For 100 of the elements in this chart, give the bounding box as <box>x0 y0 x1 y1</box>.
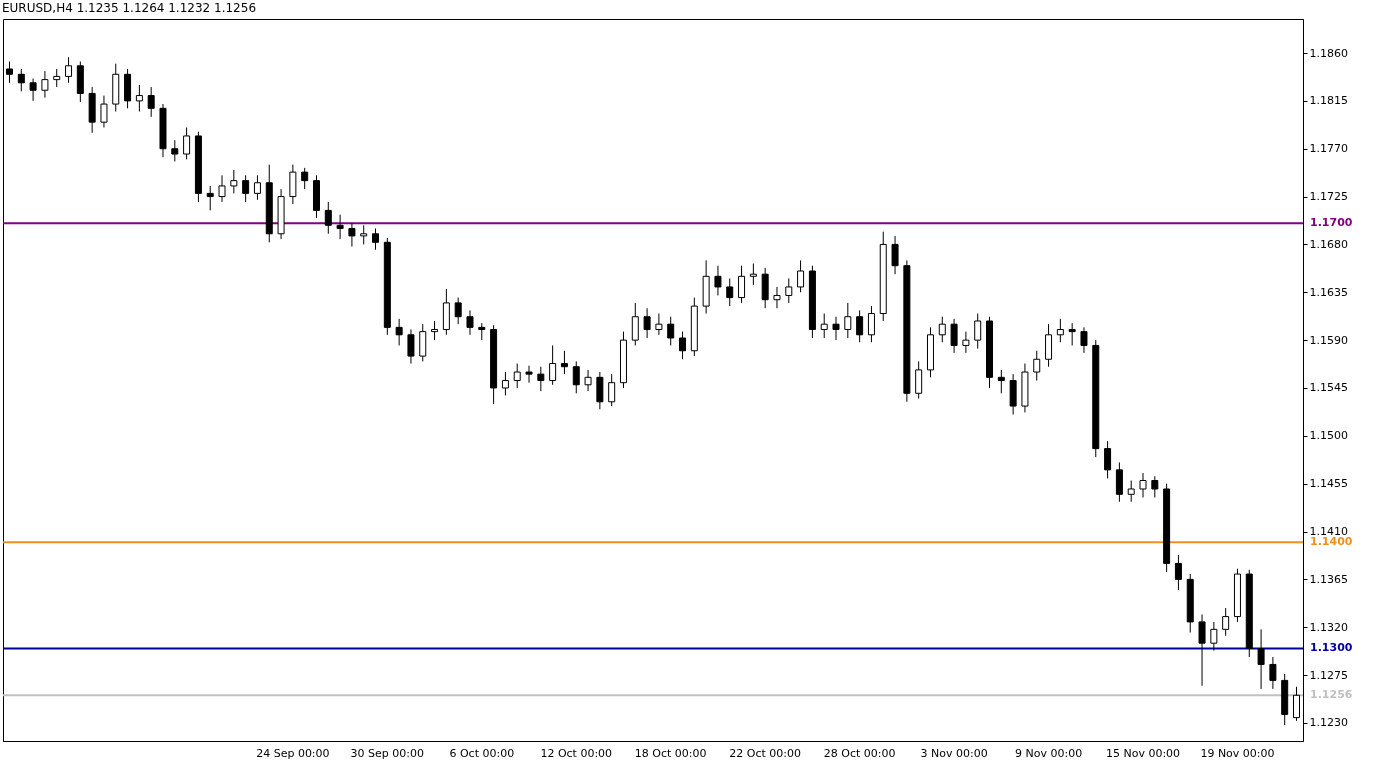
x-tick-label: 18 Oct 00:00 <box>634 746 707 760</box>
candlestick <box>608 373 616 407</box>
candlestick <box>785 277 793 304</box>
candlestick <box>147 86 155 118</box>
candlestick <box>242 174 250 203</box>
candlestick <box>844 302 852 339</box>
candlestick <box>513 363 521 389</box>
x-tick-label: 24 Sep 00:00 <box>256 746 330 760</box>
x-tick-label: 6 Oct 00:00 <box>449 746 515 760</box>
candlestick <box>856 309 864 343</box>
candlestick <box>726 277 734 307</box>
y-tick-label: 1.1545 <box>1309 381 1348 395</box>
y-tick-label: 1.1815 <box>1309 94 1348 108</box>
x-tick-label: 30 Sep 00:00 <box>350 746 425 760</box>
candlestick <box>867 305 875 343</box>
x-tick-label: 9 Nov 00:00 <box>1014 746 1083 760</box>
x-tick-label: 15 Nov 00:00 <box>1105 746 1181 760</box>
ref-line-label: 1.1300 <box>1310 641 1353 655</box>
candlestick <box>1269 656 1277 690</box>
candlestick <box>997 369 1005 394</box>
x-tick-label: 12 Oct 00:00 <box>540 746 613 760</box>
candlestick <box>41 70 49 99</box>
candlestick <box>431 320 439 341</box>
y-tick-label: 1.1365 <box>1309 572 1348 586</box>
candlestick <box>714 265 722 296</box>
candlestick <box>183 126 191 160</box>
candlestick <box>53 68 61 88</box>
candlestick <box>65 56 73 84</box>
candlestick <box>773 286 781 309</box>
candlestick <box>454 297 462 325</box>
candlestick <box>395 318 403 346</box>
candlestick <box>549 344 557 386</box>
candlestick <box>738 265 746 304</box>
candlestick <box>206 185 214 211</box>
candlestick <box>1198 613 1206 687</box>
candlestick <box>1104 440 1112 479</box>
candlestick <box>407 328 415 365</box>
candlestick <box>466 309 474 336</box>
candlestick <box>336 214 344 240</box>
y-tick-label: 1.1725 <box>1309 190 1348 204</box>
y-tick-label: 1.1770 <box>1309 142 1348 156</box>
candlestick <box>974 313 982 350</box>
candlestick <box>667 316 675 346</box>
candlestick <box>1210 621 1218 652</box>
candlestick <box>1174 554 1182 591</box>
candlestick <box>1222 607 1230 637</box>
candlestick <box>218 174 226 203</box>
candlestick <box>501 371 509 396</box>
candlestick <box>1068 322 1076 346</box>
candlestick <box>5 61 13 84</box>
candlestick <box>749 263 757 286</box>
candlestick <box>938 316 946 343</box>
candlestick <box>1257 628 1265 690</box>
candlestick <box>100 95 108 128</box>
y-tick-label: 1.1230 <box>1309 716 1348 730</box>
candlestick <box>891 235 899 275</box>
y-tick-label: 1.1680 <box>1309 237 1348 251</box>
candlestick <box>584 369 592 392</box>
candlestick <box>1033 350 1041 382</box>
candlestick <box>950 318 958 354</box>
candlestick <box>253 174 261 201</box>
candlestick <box>17 68 25 92</box>
candlestick <box>655 313 663 336</box>
candlestick <box>631 302 639 346</box>
candlestick <box>1293 686 1301 722</box>
candlestick <box>301 167 309 190</box>
ref-line-label: 1.1400 <box>1310 535 1353 549</box>
ref-line-label: 1.1700 <box>1310 216 1353 230</box>
x-tick-label: 28 Oct 00:00 <box>823 746 896 760</box>
y-tick-label: 1.1500 <box>1309 429 1348 443</box>
candlestick <box>1151 475 1159 498</box>
candlestick <box>1056 318 1064 343</box>
y-tick-label: 1.1320 <box>1309 620 1348 634</box>
candlestick <box>820 313 828 339</box>
candlestick <box>1080 326 1088 354</box>
y-tick-label: 1.1275 <box>1309 668 1348 682</box>
x-tick-label: 22 Oct 00:00 <box>729 746 802 760</box>
candlestick <box>797 259 805 293</box>
candlestick <box>372 227 380 251</box>
candlestick <box>135 84 143 113</box>
candlestick <box>1139 472 1147 498</box>
x-tick-label: 3 Nov 00:00 <box>920 746 988 760</box>
chart-title: EURUSD,H4 1.1235 1.1264 1.1232 1.1256 <box>2 1 257 15</box>
candlestick <box>915 360 923 400</box>
candlestick <box>1127 479 1135 503</box>
candlestick <box>324 201 332 235</box>
candlestick <box>29 78 37 102</box>
candlestick <box>348 222 356 248</box>
ref-line-label: 1.1256 <box>1310 688 1353 702</box>
candlestick <box>360 224 368 245</box>
y-tick-label: 1.1860 <box>1309 46 1348 60</box>
candlestick <box>537 366 545 392</box>
candlestick <box>525 365 533 384</box>
x-tick-label: 19 Nov 00:00 <box>1200 746 1275 760</box>
candlestick <box>572 360 580 394</box>
candlestick <box>962 331 970 354</box>
candlestick <box>679 331 687 360</box>
y-tick-label: 1.1635 <box>1309 285 1348 299</box>
candlestick <box>171 139 179 162</box>
candlestick <box>560 350 568 375</box>
